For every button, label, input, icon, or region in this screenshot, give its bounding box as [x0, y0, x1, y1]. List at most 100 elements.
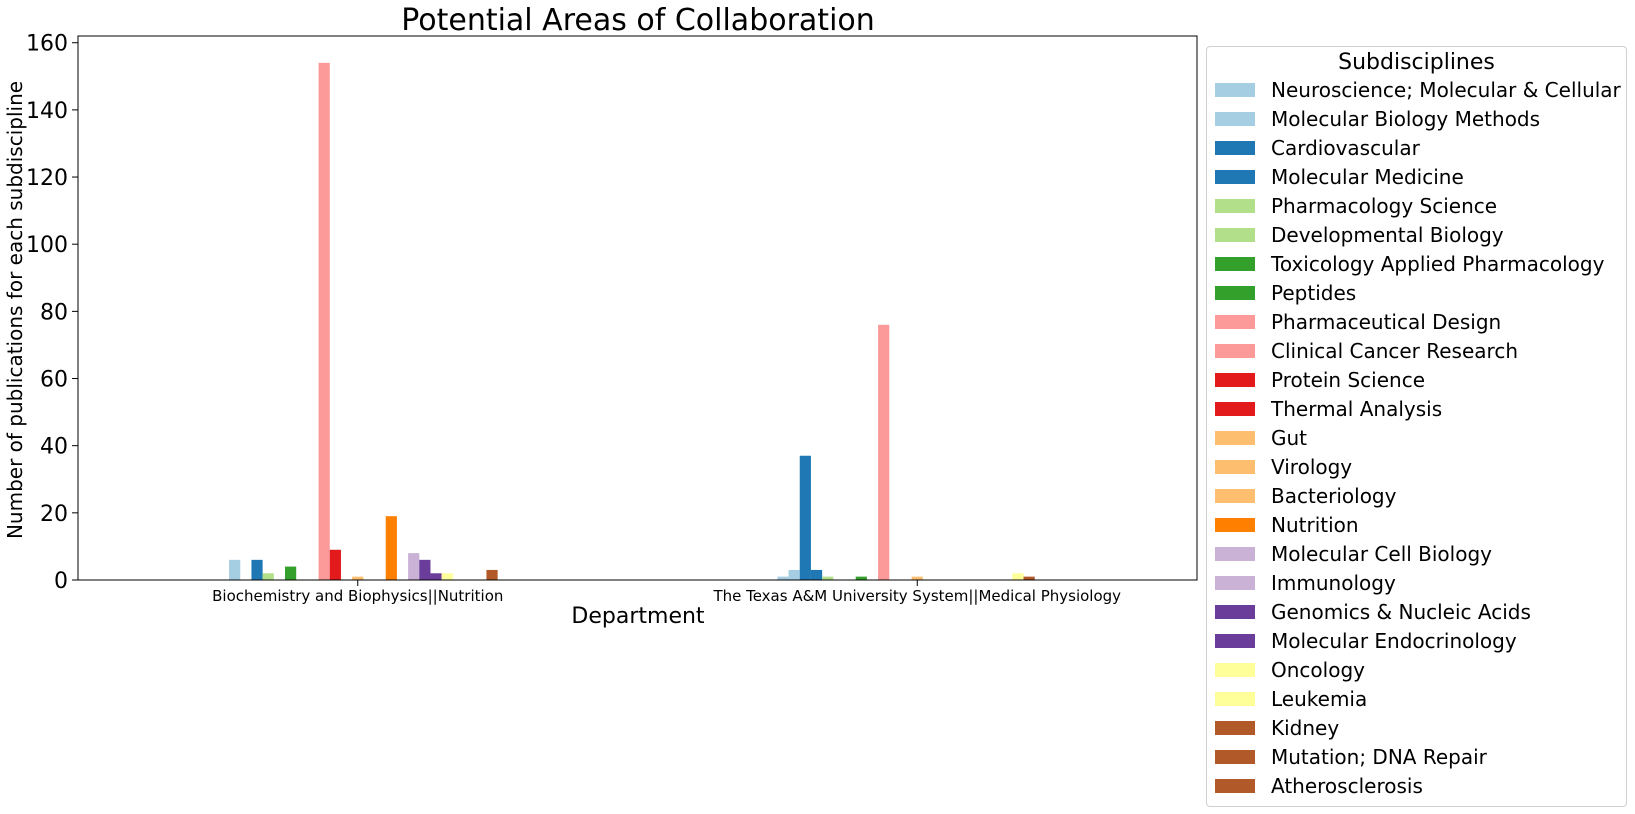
- bar-3-1: [810, 569, 823, 580]
- bar-6-0: [285, 566, 297, 580]
- legend-label: Mutation; DNA Repair: [1271, 745, 1487, 769]
- legend-swatch: [1215, 199, 1255, 213]
- bar-2-1: [799, 455, 811, 580]
- legend-label: Nutrition: [1271, 513, 1359, 537]
- legend-label: Molecular Biology Methods: [1271, 107, 1541, 131]
- x-tick-label: Biochemistry and Biophysics||Nutrition: [212, 587, 503, 605]
- x-tick-label: The Texas A&M University System||Medical…: [712, 587, 1121, 605]
- legend-label: Toxicology Applied Pharmacology: [1271, 252, 1605, 276]
- y-axis-label: Number of publications for each subdisci…: [3, 81, 27, 539]
- legend-swatch: [1215, 721, 1255, 735]
- y-tick-label: 40: [40, 435, 68, 460]
- legend-item: Molecular Medicine: [1215, 164, 1464, 190]
- legend-item: Peptides: [1215, 280, 1356, 306]
- legend-item: Cardiovascular: [1215, 135, 1420, 161]
- legend-label: Molecular Endocrinology: [1271, 629, 1517, 653]
- legend-swatch: [1215, 83, 1255, 97]
- bar-12-0: [352, 576, 364, 580]
- legend-swatch: [1215, 518, 1255, 532]
- bar-20-0: [441, 573, 453, 580]
- legend-label: Virology: [1271, 455, 1353, 479]
- legend-item: Kidney: [1215, 715, 1339, 741]
- legend-swatch: [1215, 547, 1255, 561]
- legend-item: Oncology: [1215, 657, 1365, 683]
- legend-item: Genomics & Nucleic Acids: [1215, 599, 1531, 625]
- legend-item: Molecular Biology Methods: [1215, 106, 1540, 132]
- legend-swatch: [1215, 170, 1255, 184]
- legend-label: Peptides: [1271, 281, 1357, 305]
- legend-swatch: [1215, 431, 1255, 445]
- legend-label: Developmental Biology: [1271, 223, 1504, 247]
- y-tick-label: 0: [54, 569, 68, 594]
- legend-swatch: [1215, 344, 1255, 358]
- legend-label: Oncology: [1271, 658, 1365, 682]
- legend-item: Clinical Cancer Research: [1215, 338, 1518, 364]
- legend-label: Neuroscience; Molecular & Cellular: [1271, 78, 1621, 102]
- legend-item: Immunology: [1215, 570, 1396, 596]
- bar-17-0: [408, 553, 420, 580]
- legend-swatch: [1215, 141, 1255, 155]
- y-tick-label: 160: [26, 32, 68, 57]
- legend-label: Atherosclerosis: [1271, 774, 1423, 798]
- legend-swatch: [1215, 692, 1255, 706]
- legend-item: Molecular Endocrinology: [1215, 628, 1517, 654]
- legend-item: Pharmaceutical Design: [1215, 309, 1501, 335]
- legend-item: Atherosclerosis: [1215, 773, 1423, 799]
- legend-swatch: [1215, 634, 1255, 648]
- bar-1-1: [788, 569, 800, 580]
- legend-label: Protein Science: [1271, 368, 1425, 392]
- legend-swatch: [1215, 373, 1255, 387]
- legend-swatch: [1215, 750, 1255, 764]
- y-tick-label: 80: [40, 300, 68, 325]
- legend-item: Molecular Cell Biology: [1215, 541, 1492, 567]
- legend-swatch: [1215, 489, 1255, 503]
- legend-label: Leukemia: [1271, 687, 1368, 711]
- bar-9-0: [318, 62, 330, 581]
- legend-swatch: [1215, 402, 1255, 416]
- legend-label: Molecular Medicine: [1271, 165, 1464, 189]
- legend-label: Kidney: [1271, 716, 1340, 740]
- y-tick-label: 20: [40, 502, 68, 527]
- legend-swatch: [1215, 257, 1255, 271]
- y-ticks: 0 20 40 60 80 100 120 140 160: [26, 32, 78, 594]
- legend-swatch: [1215, 286, 1255, 300]
- legend-label: Immunology: [1271, 571, 1396, 595]
- bar-19-0: [430, 573, 442, 580]
- y-tick-label: 100: [26, 233, 68, 258]
- legend-swatch: [1215, 779, 1255, 793]
- legend-item: Toxicology Applied Pharmacology: [1215, 251, 1604, 277]
- legend-item: Protein Science: [1215, 367, 1425, 393]
- legend-item: Developmental Biology: [1215, 222, 1504, 248]
- legend-item: Thermal Analysis: [1215, 396, 1442, 422]
- bar-0-1: [777, 576, 789, 580]
- legend-label: Pharmacology Science: [1271, 194, 1498, 218]
- legend: Subdisciplines Neuroscience; Molecular &…: [1206, 46, 1627, 807]
- legend-swatch: [1215, 576, 1255, 590]
- bar-24-0: [486, 569, 498, 580]
- legend-label: Bacteriology: [1271, 484, 1397, 508]
- bar-1-0: [229, 559, 241, 580]
- bar-9-1: [878, 324, 890, 580]
- legend-label: Pharmaceutical Design: [1271, 310, 1502, 334]
- legend-item: Gut: [1215, 425, 1307, 451]
- legend-label: Genomics & Nucleic Acids: [1271, 600, 1531, 624]
- y-tick-label: 60: [40, 368, 68, 393]
- legend-swatch: [1215, 605, 1255, 619]
- legend-item: Mutation; DNA Repair: [1215, 744, 1487, 770]
- legend-swatch: [1215, 228, 1255, 242]
- chart-title: Potential Areas of Collaboration: [401, 3, 875, 38]
- legend-label: Cardiovascular: [1271, 136, 1420, 160]
- legend-label: Thermal Analysis: [1271, 397, 1443, 421]
- legend-item: Leukemia: [1215, 686, 1367, 712]
- x-axis-label: Department: [571, 604, 705, 629]
- legend-item: Nutrition: [1215, 512, 1359, 538]
- bar-18-0: [419, 559, 431, 580]
- x-ticks: Biochemistry and Biophysics||Nutrition Th…: [212, 580, 1121, 605]
- bars-group: [229, 62, 1035, 581]
- plot-frame: [77, 35, 1198, 581]
- legend-swatch: [1215, 663, 1255, 677]
- bar-15-0: [385, 516, 397, 580]
- legend-item: Virology: [1215, 454, 1352, 480]
- legend-title: Subdisciplines: [1338, 50, 1495, 75]
